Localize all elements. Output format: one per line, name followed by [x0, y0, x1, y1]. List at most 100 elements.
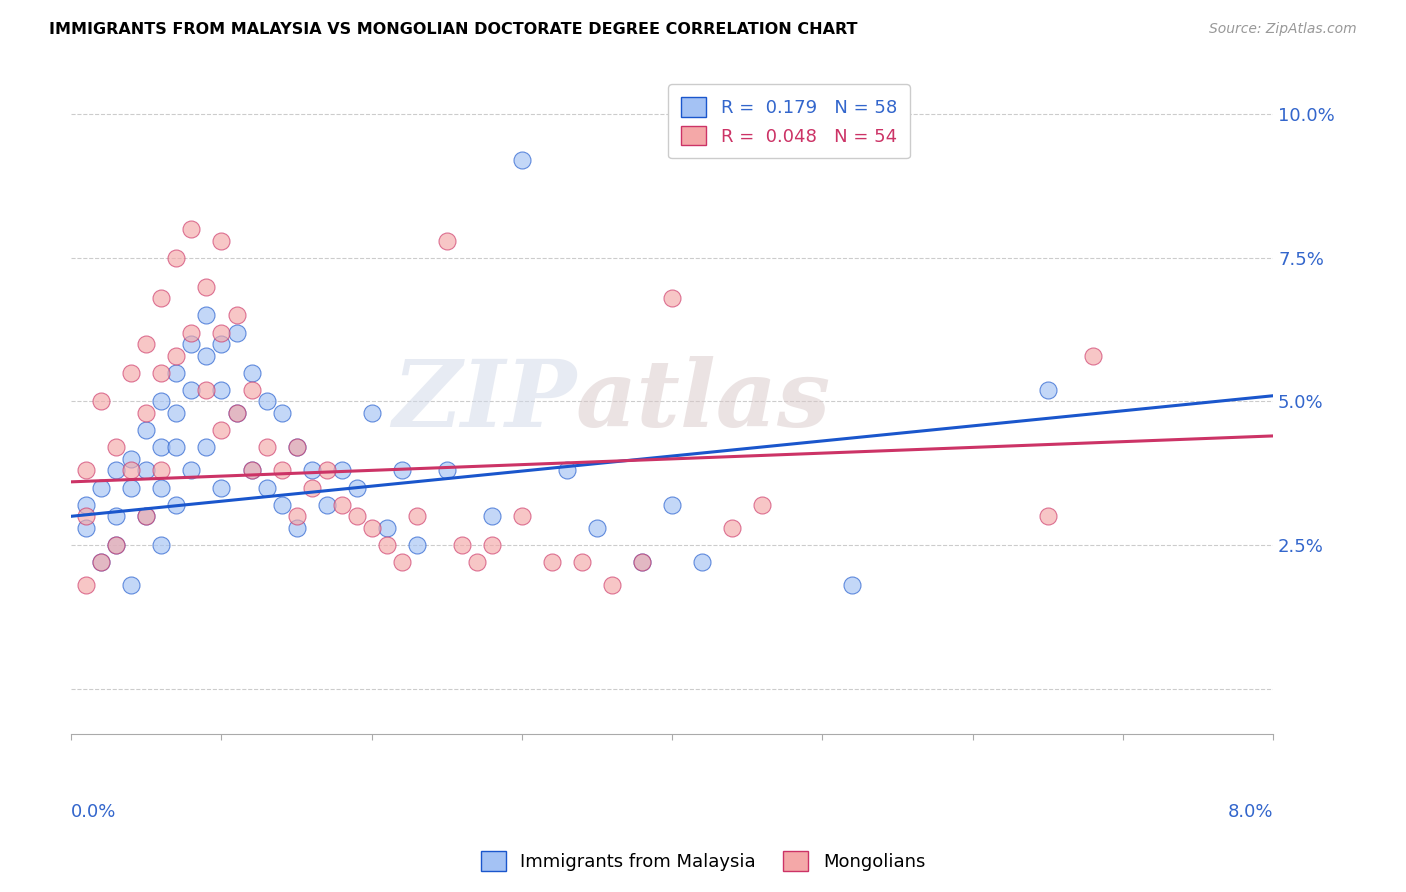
- Point: [165, 251, 187, 265]
- Text: 8.0%: 8.0%: [1227, 804, 1274, 822]
- Point: [120, 463, 142, 477]
- Point: [211, 337, 233, 351]
- Point: [285, 441, 308, 455]
- Point: [436, 463, 458, 477]
- Point: [225, 326, 247, 340]
- Point: [405, 509, 427, 524]
- Point: [240, 463, 263, 477]
- Point: [661, 498, 683, 512]
- Point: [150, 463, 173, 477]
- Point: [751, 498, 773, 512]
- Point: [510, 153, 533, 168]
- Point: [165, 366, 187, 380]
- Point: [75, 498, 97, 512]
- Point: [690, 555, 713, 569]
- Point: [105, 538, 128, 552]
- Point: [120, 451, 142, 466]
- Point: [1036, 509, 1059, 524]
- Point: [90, 555, 112, 569]
- Point: [105, 463, 128, 477]
- Point: [301, 463, 323, 477]
- Point: [105, 538, 128, 552]
- Point: [270, 406, 292, 420]
- Point: [436, 234, 458, 248]
- Point: [391, 463, 413, 477]
- Point: [256, 441, 278, 455]
- Point: [586, 521, 609, 535]
- Point: [75, 509, 97, 524]
- Point: [211, 423, 233, 437]
- Point: [1081, 349, 1104, 363]
- Point: [211, 383, 233, 397]
- Point: [135, 463, 157, 477]
- Point: [135, 509, 157, 524]
- Point: [165, 498, 187, 512]
- Point: [285, 509, 308, 524]
- Text: 0.0%: 0.0%: [72, 804, 117, 822]
- Point: [180, 337, 202, 351]
- Point: [555, 463, 578, 477]
- Point: [600, 578, 623, 592]
- Point: [195, 383, 218, 397]
- Legend: R =  0.179   N = 58, R =  0.048   N = 54: R = 0.179 N = 58, R = 0.048 N = 54: [668, 84, 910, 158]
- Text: IMMIGRANTS FROM MALAYSIA VS MONGOLIAN DOCTORATE DEGREE CORRELATION CHART: IMMIGRANTS FROM MALAYSIA VS MONGOLIAN DO…: [49, 22, 858, 37]
- Point: [195, 309, 218, 323]
- Legend: Immigrants from Malaysia, Mongolians: Immigrants from Malaysia, Mongolians: [474, 844, 932, 879]
- Point: [180, 222, 202, 236]
- Point: [195, 441, 218, 455]
- Point: [285, 441, 308, 455]
- Point: [120, 366, 142, 380]
- Point: [450, 538, 472, 552]
- Point: [256, 394, 278, 409]
- Point: [285, 521, 308, 535]
- Point: [195, 279, 218, 293]
- Point: [510, 509, 533, 524]
- Point: [405, 538, 427, 552]
- Point: [240, 366, 263, 380]
- Point: [150, 538, 173, 552]
- Point: [150, 441, 173, 455]
- Point: [150, 394, 173, 409]
- Point: [180, 383, 202, 397]
- Point: [240, 383, 263, 397]
- Point: [240, 463, 263, 477]
- Point: [90, 555, 112, 569]
- Point: [150, 481, 173, 495]
- Point: [75, 463, 97, 477]
- Point: [330, 498, 353, 512]
- Point: [180, 326, 202, 340]
- Point: [315, 498, 337, 512]
- Point: [135, 509, 157, 524]
- Point: [105, 509, 128, 524]
- Point: [211, 481, 233, 495]
- Point: [135, 337, 157, 351]
- Point: [631, 555, 654, 569]
- Point: [105, 441, 128, 455]
- Point: [165, 441, 187, 455]
- Point: [211, 326, 233, 340]
- Point: [571, 555, 593, 569]
- Point: [75, 521, 97, 535]
- Point: [211, 234, 233, 248]
- Text: ZIP: ZIP: [392, 357, 576, 447]
- Point: [360, 521, 382, 535]
- Point: [1036, 383, 1059, 397]
- Point: [346, 481, 368, 495]
- Point: [481, 538, 503, 552]
- Point: [90, 481, 112, 495]
- Point: [225, 309, 247, 323]
- Point: [135, 423, 157, 437]
- Point: [481, 509, 503, 524]
- Point: [346, 509, 368, 524]
- Point: [301, 481, 323, 495]
- Text: Source: ZipAtlas.com: Source: ZipAtlas.com: [1209, 22, 1357, 37]
- Point: [150, 291, 173, 305]
- Point: [75, 578, 97, 592]
- Point: [375, 538, 398, 552]
- Point: [330, 463, 353, 477]
- Point: [180, 463, 202, 477]
- Point: [315, 463, 337, 477]
- Point: [661, 291, 683, 305]
- Point: [270, 498, 292, 512]
- Point: [165, 349, 187, 363]
